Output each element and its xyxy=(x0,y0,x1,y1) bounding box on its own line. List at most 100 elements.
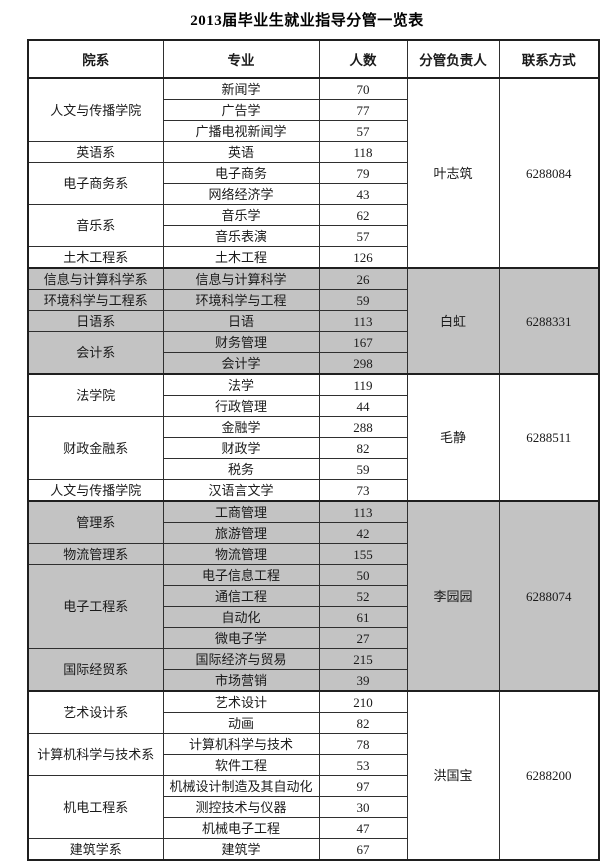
table-row: 软件工程 53 xyxy=(28,754,599,776)
major-cell: 广播电视新闻学 xyxy=(162,120,320,142)
count-cell: 57 xyxy=(318,225,408,247)
count-cell: 82 xyxy=(318,712,408,734)
major-cell: 音乐表演 xyxy=(162,225,320,247)
major-cell: 艺术设计 xyxy=(162,690,320,713)
count-cell: 78 xyxy=(318,733,408,755)
table-row: 管理系 工商管理 113 李园园 6288074 xyxy=(27,500,600,692)
department-cell: 土木工程系 xyxy=(27,246,164,269)
major-cell: 英语 xyxy=(162,141,320,163)
count-cell: 79 xyxy=(318,162,408,184)
table-row: 财政学 82 xyxy=(28,437,599,459)
table-row: 财政金融系 金融学 288 xyxy=(27,416,599,480)
major-cell: 测控技术与仪器 xyxy=(162,796,320,818)
count-cell: 288 xyxy=(318,416,408,438)
department-cell: 环境科学与工程系 xyxy=(27,289,164,311)
major-cell: 自动化 xyxy=(162,606,320,628)
count-cell: 97 xyxy=(318,775,408,797)
count-cell: 167 xyxy=(318,331,408,353)
table-row: 电子商务系 电子商务 79 xyxy=(27,162,599,205)
count-cell: 77 xyxy=(318,99,408,121)
table-header: 院系 专业 人数 分管负责人 联系方式 xyxy=(27,39,600,79)
table-row: 动画 82 xyxy=(28,712,599,734)
phone-cell: 6288084 xyxy=(498,77,600,269)
table-row: 环境科学与工程系 环境科学与工程 59 xyxy=(27,289,599,311)
department-cell: 日语系 xyxy=(27,310,164,332)
major-cell: 市场营销 xyxy=(162,669,320,692)
count-cell: 113 xyxy=(318,500,408,523)
phone-cell: 6288200 xyxy=(498,690,600,861)
manager-cell: 叶志筑 xyxy=(406,77,500,269)
department-cell: 国际经贸系 xyxy=(27,648,164,692)
count-cell: 67 xyxy=(318,838,408,861)
major-cell: 行政管理 xyxy=(162,395,320,417)
major-cell: 新闻学 xyxy=(162,77,320,100)
department-cell: 物流管理系 xyxy=(27,543,164,565)
major-cell: 通信工程 xyxy=(162,585,320,607)
table-row: 市场营销 39 xyxy=(28,669,599,692)
table-row: 计算机科学与技术系 计算机科学与技术 78 xyxy=(27,733,599,776)
count-cell: 42 xyxy=(318,522,408,544)
count-cell: 30 xyxy=(318,796,408,818)
department-cell: 人文与传播学院 xyxy=(27,479,164,502)
column-header-manager: 分管负责人 xyxy=(406,39,500,79)
count-cell: 39 xyxy=(318,669,408,692)
major-cell: 会计学 xyxy=(162,352,320,375)
table-row: 艺术设计系 艺术设计 210 洪国宝 6288200 xyxy=(27,690,600,861)
assignment-table: 院系 专业 人数 分管负责人 联系方式 人文与传播学院 新闻学 70 叶志筑 62880… xyxy=(27,39,600,861)
count-cell: 27 xyxy=(318,627,408,649)
table-row: 音乐表演 57 xyxy=(28,225,599,247)
major-cell: 税务 xyxy=(162,458,320,480)
table-row: 日语系 日语 113 xyxy=(27,310,599,332)
table-row: 自动化 61 xyxy=(28,606,599,628)
column-header-phone: 联系方式 xyxy=(498,39,600,79)
major-cell: 建筑学 xyxy=(162,838,320,861)
major-cell: 网络经济学 xyxy=(162,183,320,205)
column-header-count: 人数 xyxy=(318,39,408,79)
department-cell: 人文与传播学院 xyxy=(27,77,164,142)
department-cell: 英语系 xyxy=(27,141,164,163)
major-cell: 信息与计算科学 xyxy=(162,267,320,290)
count-cell: 155 xyxy=(318,543,408,565)
major-cell: 音乐学 xyxy=(162,204,320,226)
table-row: 通信工程 52 xyxy=(28,585,599,607)
major-cell: 旅游管理 xyxy=(162,522,320,544)
table-row: 网络经济学 43 xyxy=(28,183,599,205)
department-cell: 机电工程系 xyxy=(27,775,164,839)
count-cell: 62 xyxy=(318,204,408,226)
manager-cell: 洪国宝 xyxy=(406,690,500,861)
table-row: 测控技术与仪器 30 xyxy=(28,796,599,818)
table-row: 物流管理系 物流管理 155 xyxy=(27,543,599,565)
major-cell: 物流管理 xyxy=(162,543,320,565)
manager-cell: 毛静 xyxy=(406,373,500,502)
department-cell: 音乐系 xyxy=(27,204,164,247)
count-cell: 298 xyxy=(318,352,408,375)
major-cell: 汉语言文学 xyxy=(162,479,320,502)
table-row: 税务 59 xyxy=(28,458,599,480)
count-cell: 73 xyxy=(318,479,408,502)
table-row: 国际经贸系 国际经济与贸易 215 xyxy=(27,648,599,692)
major-cell: 日语 xyxy=(162,310,320,332)
department-cell: 管理系 xyxy=(27,500,164,544)
count-cell: 59 xyxy=(318,289,408,311)
major-cell: 国际经济与贸易 xyxy=(162,648,320,670)
table-row: 人文与传播学院 汉语言文学 73 xyxy=(27,479,599,502)
count-cell: 82 xyxy=(318,437,408,459)
department-cell: 艺术设计系 xyxy=(27,690,164,734)
major-cell: 软件工程 xyxy=(162,754,320,776)
department-cell: 建筑学系 xyxy=(27,838,164,861)
column-header-major: 专业 xyxy=(162,39,320,79)
department-cell: 计算机科学与技术系 xyxy=(27,733,164,776)
count-cell: 61 xyxy=(318,606,408,628)
count-cell: 59 xyxy=(318,458,408,480)
count-cell: 52 xyxy=(318,585,408,607)
major-cell: 法学 xyxy=(162,373,320,396)
table-row: 旅游管理 42 xyxy=(28,522,599,544)
major-cell: 土木工程 xyxy=(162,246,320,269)
major-cell: 环境科学与工程 xyxy=(162,289,320,311)
table-row: 信息与计算科学系 信息与计算科学 26 白虹 6288331 xyxy=(27,267,600,375)
manager-cell: 白虹 xyxy=(406,267,500,375)
table-body: 人文与传播学院 新闻学 70 叶志筑 6288084 广告学 77 广播电视新闻学 57 英语系英… xyxy=(27,77,600,861)
table-row: 人文与传播学院 新闻学 70 叶志筑 6288084 xyxy=(27,77,600,269)
count-cell: 50 xyxy=(318,564,408,586)
phone-cell: 6288331 xyxy=(498,267,600,375)
